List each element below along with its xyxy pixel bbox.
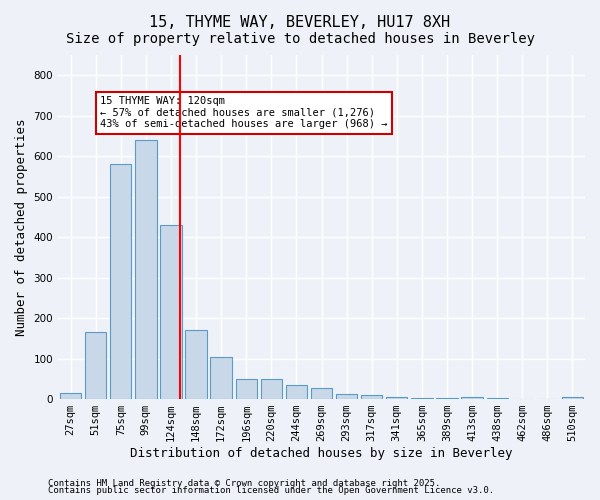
Text: 15 THYME WAY: 120sqm
← 57% of detached houses are smaller (1,276)
43% of semi-de: 15 THYME WAY: 120sqm ← 57% of detached h… <box>100 96 388 130</box>
Y-axis label: Number of detached properties: Number of detached properties <box>15 118 28 336</box>
Bar <box>411 398 433 399</box>
Bar <box>436 398 458 399</box>
Bar <box>487 398 508 399</box>
Text: Contains public sector information licensed under the Open Government Licence v3: Contains public sector information licen… <box>48 486 494 495</box>
Bar <box>236 379 257 399</box>
Bar <box>60 393 81 399</box>
Bar <box>160 225 182 399</box>
Bar <box>260 379 282 399</box>
Bar <box>311 388 332 399</box>
Bar <box>211 356 232 399</box>
Bar <box>110 164 131 399</box>
Bar <box>135 140 157 399</box>
Bar <box>361 395 382 399</box>
X-axis label: Distribution of detached houses by size in Beverley: Distribution of detached houses by size … <box>130 447 513 460</box>
Bar <box>461 397 483 399</box>
Text: Contains HM Land Registry data © Crown copyright and database right 2025.: Contains HM Land Registry data © Crown c… <box>48 478 440 488</box>
Bar <box>336 394 357 399</box>
Bar <box>185 330 207 399</box>
Text: Size of property relative to detached houses in Beverley: Size of property relative to detached ho… <box>65 32 535 46</box>
Bar <box>286 385 307 399</box>
Bar <box>85 332 106 399</box>
Bar <box>562 397 583 399</box>
Text: 15, THYME WAY, BEVERLEY, HU17 8XH: 15, THYME WAY, BEVERLEY, HU17 8XH <box>149 15 451 30</box>
Bar <box>386 396 407 399</box>
